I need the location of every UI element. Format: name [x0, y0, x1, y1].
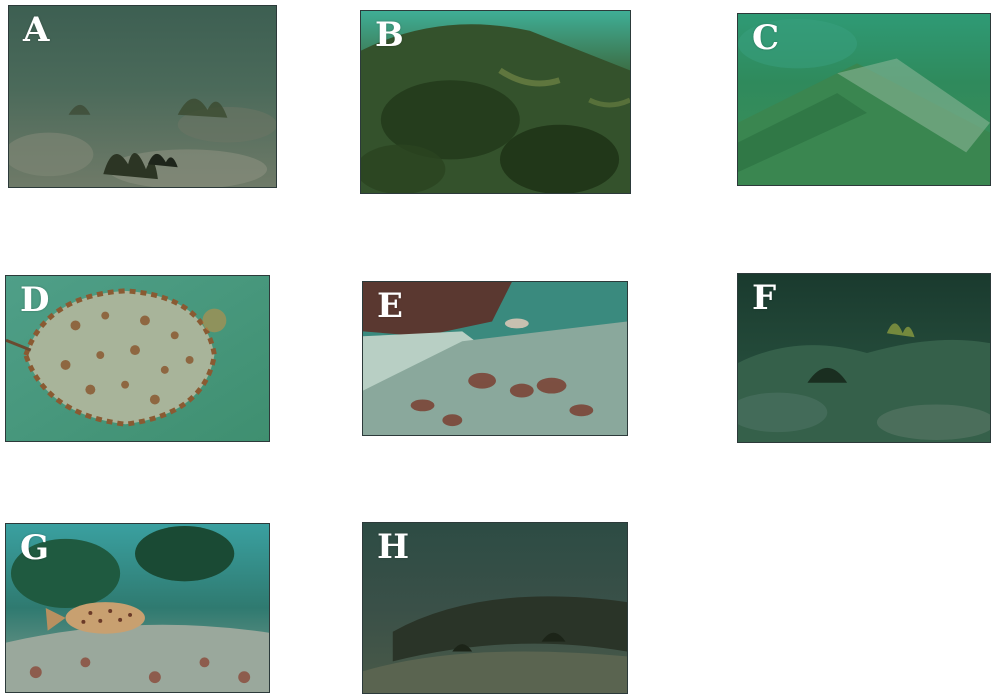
underwater-photo-c	[738, 14, 990, 185]
panel-label-a: A	[23, 10, 50, 50]
underwater-photo-a	[9, 6, 276, 187]
underwater-photo-f	[738, 274, 990, 442]
photo-panel-d: D	[5, 275, 270, 442]
underwater-photo-d	[6, 276, 269, 441]
panel-label-g: G	[20, 528, 50, 568]
panel-label-h: H	[377, 527, 410, 567]
underwater-photo-e	[363, 282, 627, 435]
photo-panel-g: G	[5, 523, 270, 693]
underwater-photo-h	[363, 523, 627, 693]
panel-label-f: F	[752, 278, 777, 318]
photo-panel-b: B	[360, 10, 631, 194]
panel-label-e: E	[377, 286, 403, 326]
photo-panel-e: E	[362, 281, 628, 436]
photo-panel-h: H	[362, 522, 628, 694]
underwater-photo-g	[6, 524, 269, 692]
panel-label-c: C	[752, 18, 780, 58]
panel-label-d: D	[20, 280, 50, 320]
panel-label-b: B	[375, 15, 404, 55]
photo-panel-f: F	[737, 273, 991, 443]
photo-panel-a: A	[8, 5, 277, 188]
underwater-photo-b	[361, 11, 630, 193]
photo-panel-c: C	[737, 13, 991, 186]
